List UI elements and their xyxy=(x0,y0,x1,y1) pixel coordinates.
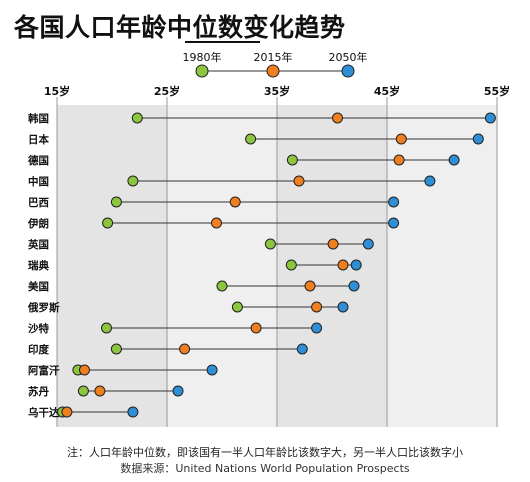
country-label: 沙特 xyxy=(28,322,49,335)
legend-marker xyxy=(195,64,209,78)
data-point xyxy=(304,280,316,292)
data-point xyxy=(110,196,122,208)
footnote: 注：人口年龄中位数，即该国有一半人口年龄比该数字大，另一半人口比该数字小 xyxy=(67,446,463,459)
data-point xyxy=(61,406,73,418)
data-point xyxy=(337,301,349,313)
data-point xyxy=(395,133,407,145)
source-note: 数据来源：United Nations World Population Pro… xyxy=(120,462,410,475)
data-point xyxy=(250,322,262,334)
data-point xyxy=(231,301,243,313)
country-label: 苏丹 xyxy=(28,385,49,398)
data-point xyxy=(211,217,222,229)
data-point xyxy=(179,343,191,355)
data-point xyxy=(393,154,405,166)
data-point xyxy=(472,133,484,145)
data-point xyxy=(286,154,298,166)
x-tick-label: 45岁 xyxy=(374,84,400,98)
chart-title: 各国人口年龄中位数变化趋势 xyxy=(14,13,346,42)
data-point xyxy=(311,322,323,334)
data-point xyxy=(101,322,112,334)
data-point xyxy=(77,385,89,397)
data-point xyxy=(296,343,308,355)
country-label: 印度 xyxy=(28,343,49,356)
country-label: 俄罗斯 xyxy=(27,301,60,314)
legend-marker xyxy=(266,64,280,78)
country-label: 德国 xyxy=(27,154,49,167)
x-tick-label: 25岁 xyxy=(154,84,180,98)
data-point xyxy=(332,112,343,124)
background-band xyxy=(167,105,277,427)
legend-label: 1980年 xyxy=(183,50,222,64)
data-point xyxy=(229,196,241,208)
data-point xyxy=(484,112,496,124)
country-label: 巴西 xyxy=(28,197,49,209)
country-label: 美国 xyxy=(28,280,49,293)
data-point xyxy=(348,280,360,292)
data-point xyxy=(337,259,349,271)
data-point xyxy=(102,217,114,229)
data-point xyxy=(245,133,257,145)
title-underline xyxy=(185,41,260,43)
data-point xyxy=(285,259,297,271)
country-label: 阿富汗 xyxy=(28,364,60,377)
x-tick-label: 55岁 xyxy=(484,84,510,98)
country-label: 乌干达 xyxy=(28,406,60,419)
country-label: 英国 xyxy=(27,238,49,251)
data-point xyxy=(362,238,374,250)
background-band xyxy=(387,105,497,427)
legend-label: 2050年 xyxy=(329,50,368,64)
country-label: 日本 xyxy=(28,133,49,146)
background-band xyxy=(57,105,167,427)
data-point xyxy=(127,175,139,187)
data-point xyxy=(424,175,436,187)
country-label: 伊朗 xyxy=(27,217,49,230)
data-point xyxy=(264,238,276,250)
data-point xyxy=(388,196,400,208)
data-point xyxy=(216,280,228,292)
data-point xyxy=(311,301,323,313)
x-tick-label: 15岁 xyxy=(44,84,70,98)
data-point xyxy=(79,364,90,376)
data-point xyxy=(327,238,339,250)
data-point xyxy=(388,217,400,229)
data-point xyxy=(293,175,305,187)
data-point xyxy=(206,364,218,376)
data-point xyxy=(127,406,139,418)
legend-marker xyxy=(341,64,355,78)
legend-label: 2015年 xyxy=(254,50,293,64)
country-label: 韩国 xyxy=(28,112,49,125)
data-point xyxy=(448,154,460,166)
data-point xyxy=(172,385,184,397)
country-label: 中国 xyxy=(28,175,49,188)
x-tick-label: 35岁 xyxy=(264,84,290,98)
data-point xyxy=(131,112,143,124)
data-point xyxy=(350,259,362,271)
data-point xyxy=(94,385,106,397)
country-label: 瑞典 xyxy=(28,259,49,272)
data-point xyxy=(110,343,122,355)
